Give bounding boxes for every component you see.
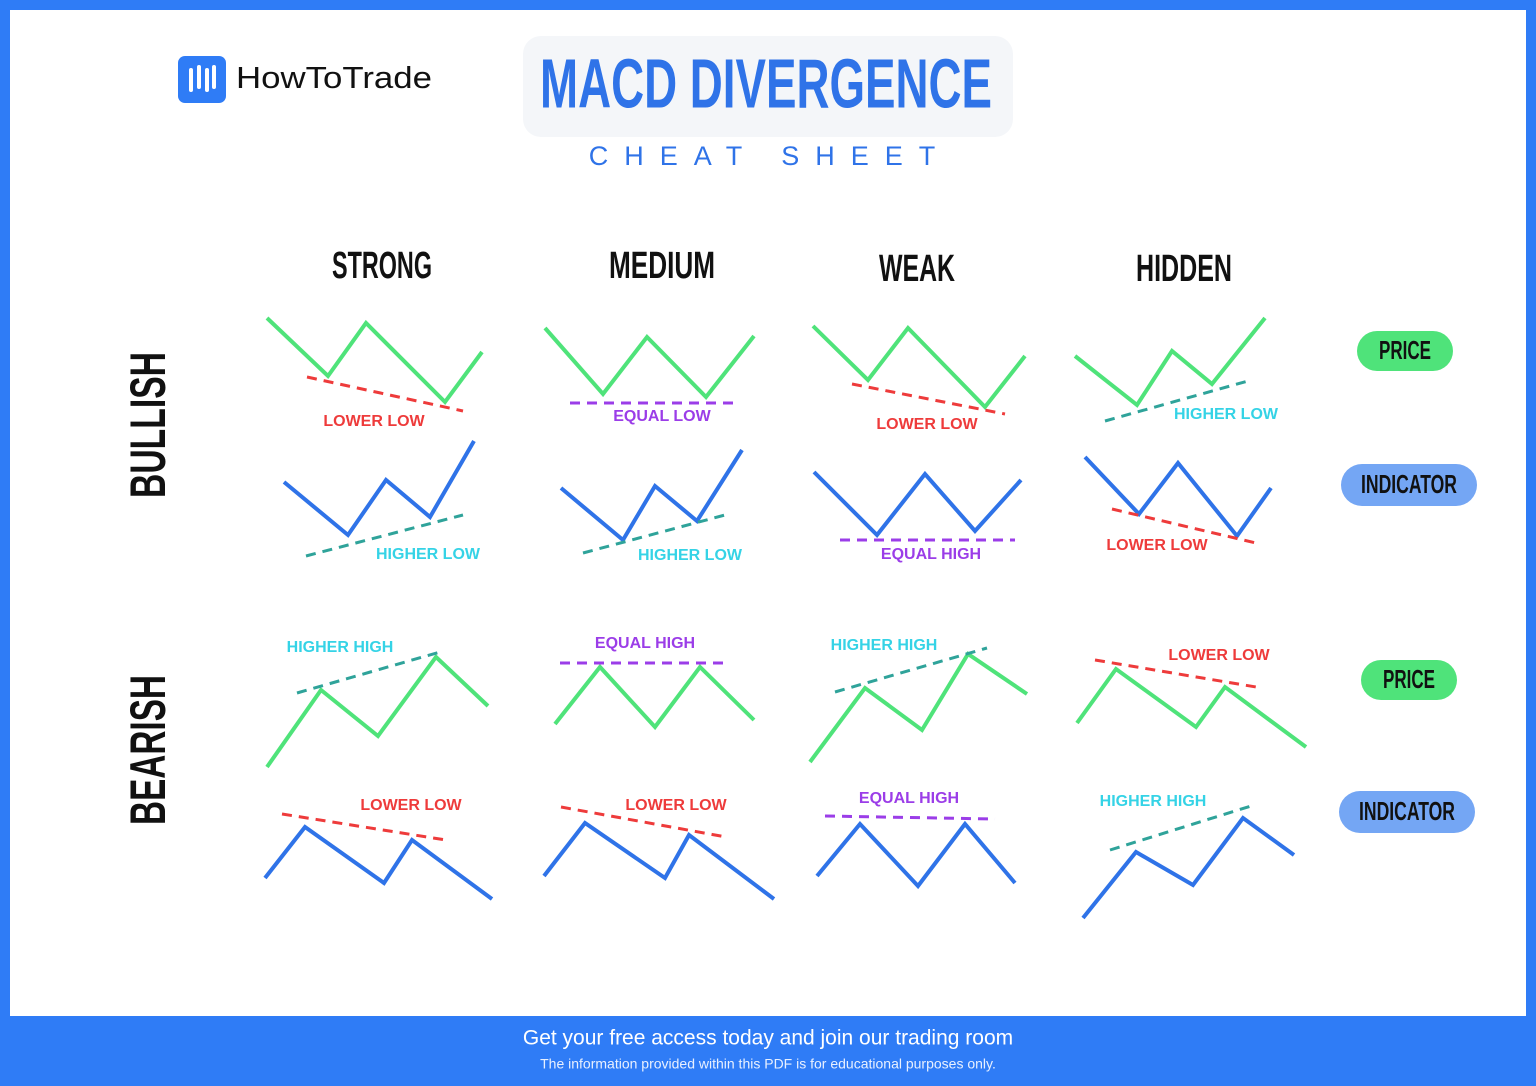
- indicator-line: [542, 820, 776, 901]
- trend-line: [582, 513, 726, 555]
- price-line: [811, 324, 1027, 411]
- row-label: BULLISH: [120, 352, 176, 498]
- divergence-label: EQUAL LOW: [613, 408, 711, 425]
- indicator-line: [263, 824, 494, 901]
- indicator-line: [282, 439, 476, 538]
- indicator-line: [1081, 815, 1296, 920]
- trend-line: [851, 382, 1006, 416]
- badge-indicator: [1341, 464, 1477, 506]
- divergence-label: LOWER LOW: [323, 413, 425, 430]
- indicator-line: [812, 470, 1023, 539]
- trend-line: [306, 375, 464, 413]
- badge-label: INDICATOR: [1359, 796, 1455, 826]
- price-line: [265, 316, 484, 406]
- price-line: [543, 326, 756, 401]
- brand: HowToTrade: [236, 60, 432, 95]
- badge-price: [1361, 660, 1457, 700]
- divergence-label: LOWER LOW: [625, 797, 727, 814]
- badge-indicator: [1339, 791, 1475, 833]
- indicator-line: [1083, 455, 1273, 540]
- indicator-line: [815, 820, 1017, 890]
- badge-price: [1357, 331, 1453, 371]
- column-heading: HIDDEN: [1136, 248, 1232, 290]
- divergence-label: HIGHER LOW: [638, 547, 743, 564]
- divergence-label: EQUAL HIGH: [859, 790, 959, 807]
- divergence-label: HIGHER LOW: [1174, 406, 1279, 423]
- trend-line: [1094, 658, 1263, 690]
- title-box: [523, 36, 1013, 137]
- price-line: [265, 653, 490, 769]
- column-heading: STRONG: [332, 245, 432, 287]
- trend-line: [1111, 507, 1257, 545]
- trend-line: [560, 805, 727, 839]
- divergence-label: HIGHER LOW: [376, 546, 481, 563]
- price-line: [1075, 666, 1308, 749]
- row-label: BEARISH: [120, 675, 176, 825]
- divergence-label: EQUAL HIGH: [881, 546, 981, 563]
- footer-disclaimer: The information provided within this PDF…: [540, 1056, 996, 1072]
- badge-label: INDICATOR: [1361, 469, 1457, 499]
- sheet: [10, 10, 1526, 1016]
- divergence-label: HIGHER HIGH: [831, 637, 938, 654]
- price-line: [1073, 316, 1267, 408]
- logo-icon: [178, 56, 226, 103]
- trend-line: [296, 650, 441, 695]
- logo-bars: [189, 65, 216, 92]
- trend-line: [834, 646, 988, 694]
- title: MACD DIVERGENCE: [540, 44, 992, 122]
- divergence-label: EQUAL HIGH: [595, 635, 695, 652]
- price-line: [553, 663, 756, 731]
- divergence-label: HIGHER HIGH: [287, 639, 394, 656]
- divergence-label: LOWER LOW: [360, 797, 462, 814]
- trend-line: [1104, 379, 1249, 423]
- footer-cta: Get your free access today and join our …: [523, 1027, 1013, 1050]
- divergence-label: HIGHER HIGH: [1100, 793, 1207, 810]
- badge-label: PRICE: [1383, 664, 1435, 694]
- trend-line: [824, 814, 996, 821]
- divergence-label: LOWER LOW: [1106, 537, 1208, 554]
- column-heading: MEDIUM: [609, 245, 715, 287]
- subtitle: CHEAT SHEET: [589, 141, 952, 171]
- column-heading: WEAK: [879, 248, 955, 290]
- divergence-label: LOWER LOW: [1168, 647, 1270, 664]
- badge-label: PRICE: [1379, 335, 1431, 365]
- trend-line: [281, 812, 447, 842]
- divergence-label: LOWER LOW: [876, 416, 978, 433]
- trend-line: [1109, 804, 1252, 852]
- price-line: [808, 651, 1029, 764]
- indicator-line: [559, 448, 744, 544]
